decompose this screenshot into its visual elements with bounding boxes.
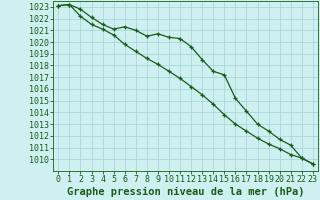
X-axis label: Graphe pression niveau de la mer (hPa): Graphe pression niveau de la mer (hPa) (67, 187, 304, 197)
